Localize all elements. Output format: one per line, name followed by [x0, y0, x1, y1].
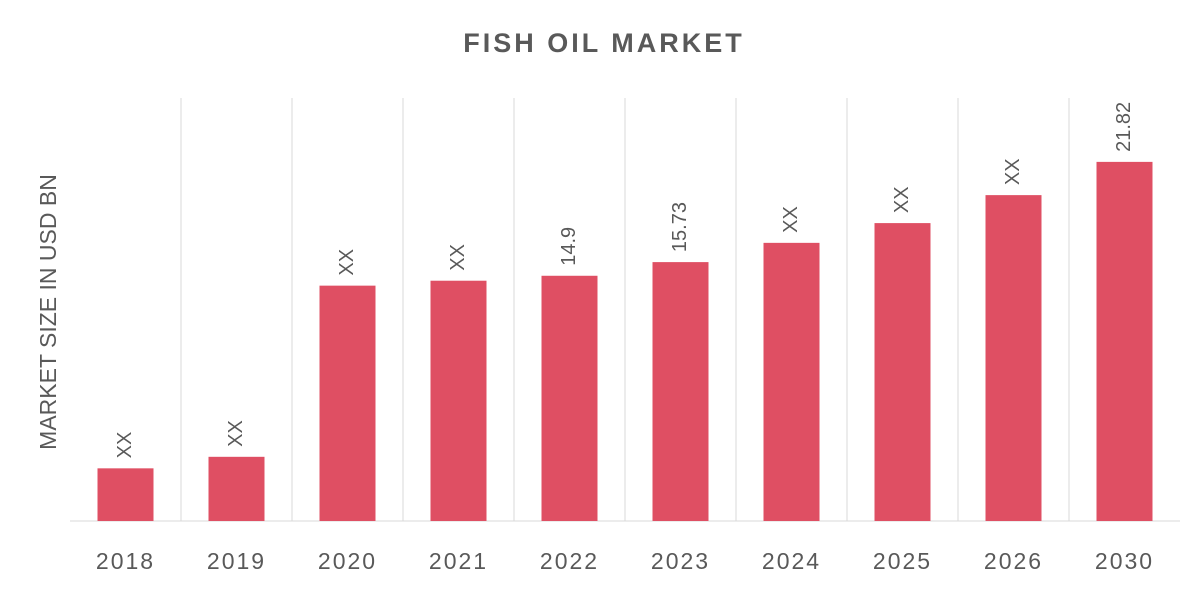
- bar: [985, 195, 1042, 521]
- data-label: XX: [225, 420, 247, 447]
- x-tick-label: 2024: [762, 548, 821, 574]
- bar: [541, 275, 598, 521]
- data-label: 21.82: [1113, 102, 1135, 152]
- data-label: XX: [891, 186, 913, 213]
- bar: [319, 285, 376, 521]
- bar: [763, 242, 820, 521]
- x-tick-label: 2026: [984, 548, 1043, 574]
- bar: [874, 223, 931, 521]
- bar: [430, 280, 487, 521]
- data-label: XX: [114, 432, 136, 459]
- data-label: 15.73: [669, 202, 691, 252]
- x-tick-label: 2023: [651, 548, 710, 574]
- x-tick-label: 2022: [540, 548, 599, 574]
- bar: [1096, 161, 1153, 522]
- x-tick-label: 2019: [207, 548, 266, 574]
- y-axis-label: MARKET SIZE IN USD BN: [35, 174, 61, 450]
- x-tick-label: 2020: [318, 548, 377, 574]
- x-tick-label: 2030: [1095, 548, 1154, 574]
- x-tick-label: 2018: [96, 548, 155, 574]
- data-label: XX: [1002, 158, 1024, 185]
- data-label: 14.9: [558, 227, 580, 266]
- x-tick-label: 2021: [429, 548, 488, 574]
- data-label: XX: [780, 206, 802, 233]
- bar: [97, 468, 154, 521]
- data-label: XX: [447, 244, 469, 271]
- bar: [652, 262, 709, 521]
- x-tick-label: 2025: [873, 548, 932, 574]
- bar: [208, 456, 265, 521]
- chart-title: FISH OIL MARKET: [463, 28, 745, 58]
- data-label: XX: [336, 249, 358, 276]
